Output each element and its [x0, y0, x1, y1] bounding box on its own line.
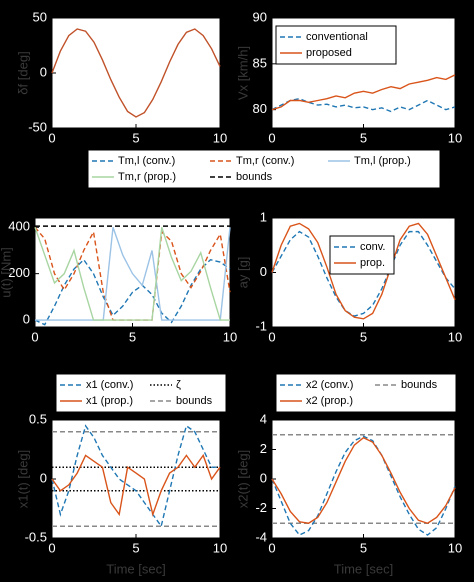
x-tick-label: 10	[448, 329, 462, 344]
legend-label: bounds	[401, 379, 438, 391]
data-line	[271, 230, 456, 317]
legend-label: conv.	[360, 241, 385, 253]
legend-label: bounds	[176, 395, 213, 407]
legend-label: proposed	[306, 47, 352, 59]
y-axis-label: δf [deg]	[15, 51, 30, 94]
x-tick-label: 5	[360, 329, 367, 344]
y-tick-label: -4	[255, 529, 267, 544]
plot-area	[271, 419, 456, 539]
x-tick-label: 10	[213, 540, 227, 555]
legend-box	[275, 373, 457, 413]
data-line	[271, 435, 456, 536]
legend-label: bounds	[236, 171, 273, 183]
plot-area	[51, 17, 221, 129]
y-axis-label: u(t) [Nm]	[0, 247, 13, 298]
y-tick-label: 0	[260, 264, 267, 279]
x-tick-label: 5	[132, 540, 139, 555]
y-tick-label: 50	[33, 9, 47, 24]
legend-label: x1 (conv.)	[86, 379, 133, 391]
legend-label: Tm,r (prop.)	[118, 171, 176, 183]
y-tick-label: -0.5	[25, 529, 47, 544]
data-line	[271, 222, 456, 320]
x-tick-label: 5	[360, 540, 367, 555]
x-tick-label: 10	[223, 329, 237, 344]
x-axis-label: Time [sec]	[106, 561, 165, 576]
data-line	[271, 74, 456, 111]
x-tick-label: 0	[48, 130, 55, 145]
legend-box	[87, 149, 441, 189]
x-tick-label: 0	[48, 540, 55, 555]
y-tick-label: 0	[260, 470, 267, 485]
data-line	[271, 436, 456, 525]
x-tick-label: 0	[268, 130, 275, 145]
data-line	[35, 227, 231, 321]
y-tick-label: 400	[8, 219, 30, 234]
data-line	[51, 453, 221, 517]
y-axis-label: Vx [km/h]	[235, 46, 250, 100]
y-tick-label: -1	[255, 318, 267, 333]
y-axis-label: ay [g]	[235, 257, 250, 289]
data-line	[34, 227, 230, 321]
y-tick-label: 1	[260, 209, 267, 224]
x-tick-label: 5	[129, 329, 136, 344]
legend-label: Tm,r (conv.)	[236, 155, 294, 167]
legend-label: x1 (prop.)	[86, 395, 133, 407]
y-tick-label: 4	[260, 411, 267, 426]
x-tick-label: 10	[448, 540, 462, 555]
y-tick-label: 80	[253, 101, 267, 116]
y-tick-label: 90	[253, 9, 267, 24]
data-line	[34, 258, 231, 326]
plot-area	[51, 419, 221, 539]
y-tick-label: 0.5	[29, 411, 47, 426]
data-line	[34, 226, 231, 321]
legend-label: prop.	[360, 257, 385, 269]
y-tick-label: 0	[40, 64, 47, 79]
x-tick-label: 0	[268, 540, 275, 555]
legend-box	[55, 373, 227, 413]
legend-label: x2 (conv.)	[306, 379, 353, 391]
y-axis-label: x2(t) [deg]	[235, 450, 250, 509]
x-tick-label: 0	[31, 329, 38, 344]
y-axis-label: x1(t) [deg]	[15, 450, 30, 509]
x-tick-label: 0	[268, 329, 275, 344]
legend-label: x2 (prop.)	[306, 395, 353, 407]
data-line	[51, 424, 220, 528]
y-tick-label: -2	[255, 500, 267, 515]
legend-label: Tm,l (conv.)	[118, 155, 175, 167]
legend-box	[275, 25, 397, 65]
x-tick-label: 5	[360, 130, 367, 145]
x-tick-label: 10	[448, 130, 462, 145]
x-tick-label: 5	[132, 130, 139, 145]
y-tick-label: 2	[260, 441, 267, 456]
legend-label: ζ	[176, 379, 181, 391]
y-tick-label: 0	[40, 470, 47, 485]
y-tick-label: -50	[28, 119, 47, 134]
y-tick-label: 0	[23, 311, 30, 326]
data-line	[271, 97, 456, 113]
data-line	[51, 28, 221, 118]
x-axis-label: Time [sec]	[334, 561, 393, 576]
legend-box	[329, 235, 395, 275]
legend-label: conventional	[306, 31, 368, 43]
legend-label: Tm,l (prop.)	[354, 155, 411, 167]
x-tick-label: 10	[213, 130, 227, 145]
y-tick-label: 200	[8, 265, 30, 280]
y-tick-label: 85	[253, 55, 267, 70]
